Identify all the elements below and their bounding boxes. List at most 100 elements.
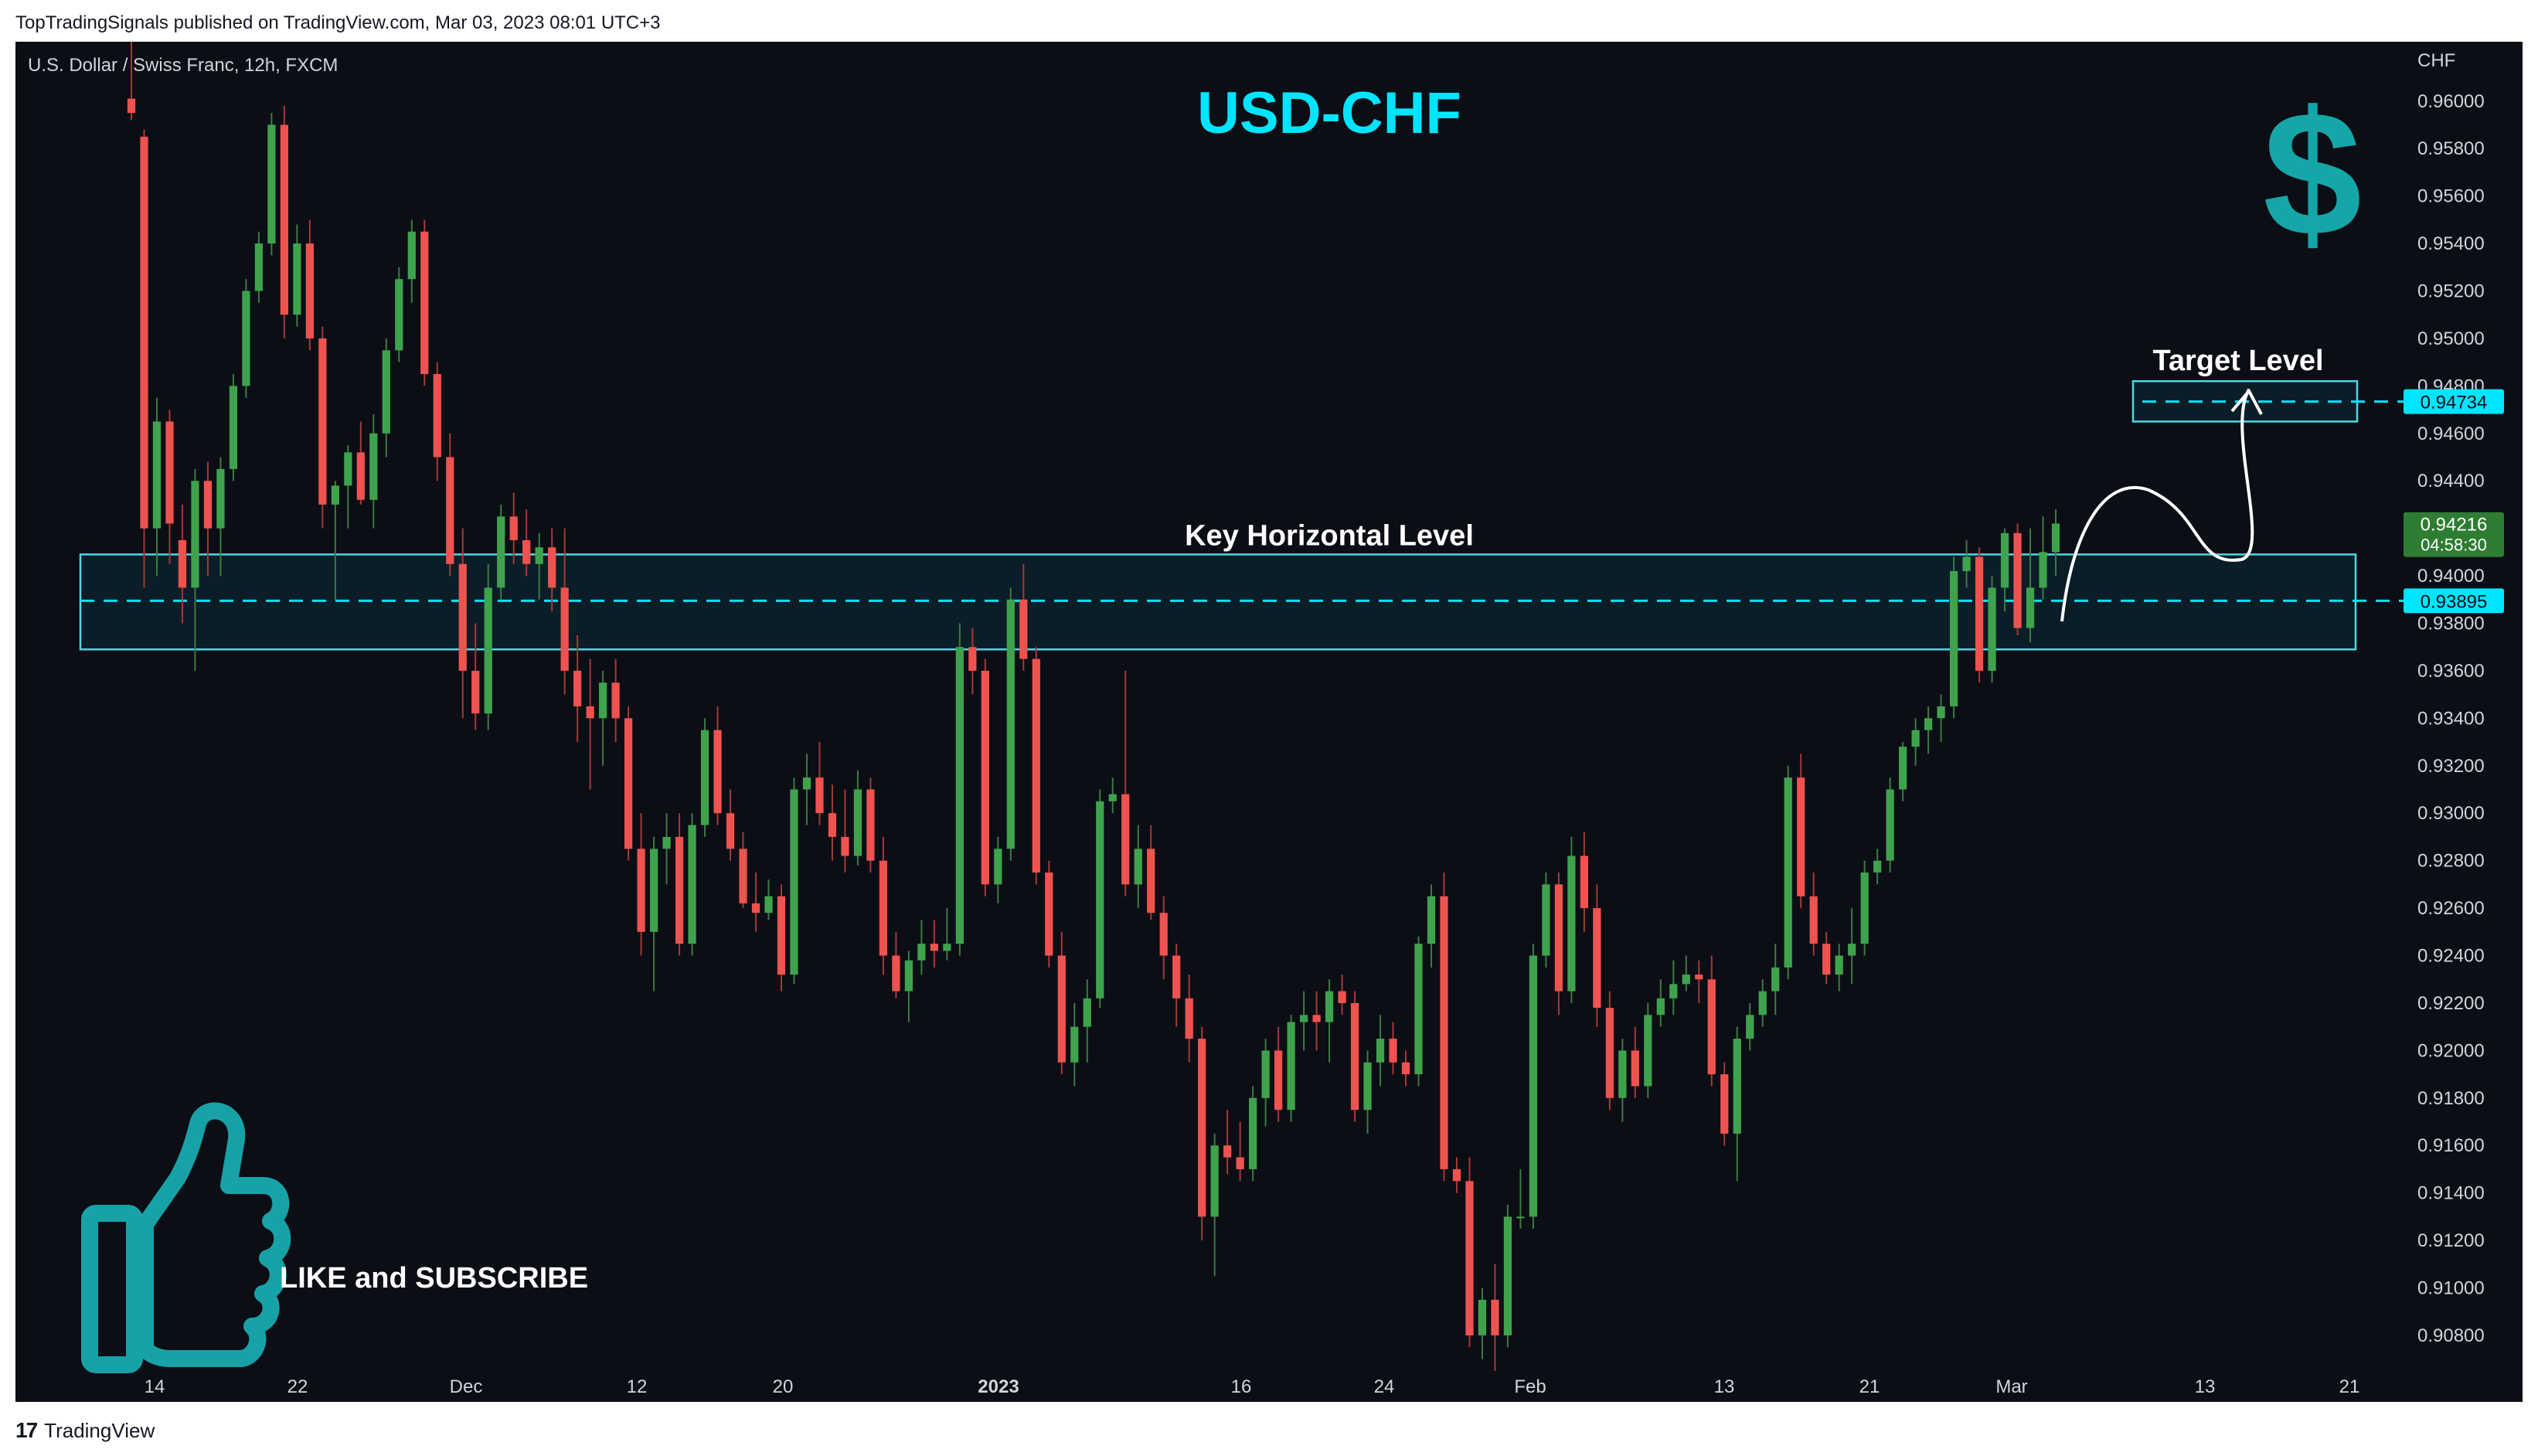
candle-up[interactable] bbox=[1427, 896, 1436, 944]
candle-up[interactable] bbox=[1988, 587, 1996, 671]
candle-up[interactable] bbox=[191, 481, 199, 588]
candle-down[interactable] bbox=[892, 955, 900, 992]
candle-up[interactable] bbox=[1682, 975, 1690, 985]
candle-down[interactable] bbox=[560, 587, 569, 671]
candle-up[interactable] bbox=[395, 279, 403, 351]
candle-down[interactable] bbox=[879, 860, 888, 956]
candle-up[interactable] bbox=[1669, 984, 1678, 998]
candle-down[interactable] bbox=[1185, 998, 1193, 1039]
candle-up[interactable] bbox=[1937, 706, 1945, 719]
candle-up[interactable] bbox=[700, 730, 709, 825]
candle-down[interactable] bbox=[726, 813, 735, 849]
candle-down[interactable] bbox=[586, 706, 594, 719]
candle-up[interactable] bbox=[1287, 1022, 1295, 1111]
candle-down[interactable] bbox=[1797, 777, 1805, 896]
candle-down[interactable] bbox=[1045, 873, 1053, 956]
tradingview-logo[interactable]: 17 TradingView bbox=[15, 1418, 155, 1442]
candle-up[interactable] bbox=[2051, 523, 2060, 553]
candle-down[interactable] bbox=[1057, 955, 1066, 1063]
time-axis[interactable]: 14 22 Dec 12 20 2023 16 24 Feb 13 21 Mar 13 21 bbox=[145, 1376, 2360, 1397]
candle-up[interactable] bbox=[407, 231, 416, 280]
candle-up[interactable] bbox=[1414, 944, 1423, 1075]
candle-up[interactable] bbox=[1006, 599, 1015, 849]
candle-down[interactable] bbox=[548, 547, 556, 588]
candle-down[interactable] bbox=[1822, 944, 1831, 975]
candle-up[interactable] bbox=[994, 849, 1002, 885]
candle-down[interactable] bbox=[305, 243, 314, 338]
candle-up[interactable] bbox=[1873, 860, 1882, 873]
candle-up[interactable] bbox=[344, 452, 352, 486]
candle-up[interactable] bbox=[1848, 944, 1856, 956]
candle-down[interactable] bbox=[509, 516, 518, 540]
candle-up[interactable] bbox=[1962, 556, 1971, 571]
candle-up[interactable] bbox=[1784, 777, 1792, 968]
candle-down[interactable] bbox=[777, 896, 786, 975]
candle-down[interactable] bbox=[637, 849, 645, 932]
candle-up[interactable] bbox=[1886, 789, 1894, 861]
candle-up[interactable] bbox=[1567, 856, 1576, 992]
candle-down[interactable] bbox=[1198, 1039, 1206, 1217]
candle-up[interactable] bbox=[802, 777, 811, 790]
candle-down[interactable] bbox=[127, 98, 136, 114]
candle-up[interactable] bbox=[1771, 967, 1780, 992]
candle-up[interactable] bbox=[1860, 873, 1869, 944]
candle-up[interactable] bbox=[229, 386, 238, 469]
candle-up[interactable] bbox=[1376, 1039, 1385, 1063]
candle-up[interactable] bbox=[1899, 747, 1907, 790]
candle-up[interactable] bbox=[1325, 991, 1334, 1022]
candle-down[interactable] bbox=[981, 670, 989, 885]
candle-down[interactable] bbox=[178, 540, 187, 588]
candle-up[interactable] bbox=[1478, 1299, 1487, 1335]
candle-down[interactable] bbox=[1452, 1169, 1461, 1182]
candle-down[interactable] bbox=[1975, 556, 1984, 671]
candle-up[interactable] bbox=[497, 516, 505, 588]
candle-up[interactable] bbox=[484, 587, 492, 714]
candle-down[interactable] bbox=[318, 338, 327, 505]
candle-down[interactable] bbox=[1019, 599, 1028, 659]
candle-up[interactable] bbox=[254, 243, 264, 291]
candle-down[interactable] bbox=[1605, 1008, 1614, 1098]
candle-up[interactable] bbox=[662, 836, 671, 849]
candle-up[interactable] bbox=[1134, 849, 1142, 885]
candle-down[interactable] bbox=[165, 421, 174, 524]
candle-down[interactable] bbox=[1350, 1002, 1359, 1111]
candle-down[interactable] bbox=[866, 789, 875, 861]
candle-up[interactable] bbox=[1733, 1039, 1741, 1134]
candle-down[interactable] bbox=[280, 124, 288, 315]
candle-up[interactable] bbox=[853, 789, 862, 856]
candle-up[interactable] bbox=[293, 243, 301, 315]
candle-down[interactable] bbox=[1491, 1299, 1499, 1335]
candle-up[interactable] bbox=[1210, 1145, 1219, 1217]
candle-down[interactable] bbox=[458, 563, 467, 671]
candle-down[interactable] bbox=[1695, 975, 1703, 980]
candle-up[interactable] bbox=[1746, 1015, 1754, 1039]
candle-down[interactable] bbox=[1465, 1181, 1474, 1335]
candle-up[interactable] bbox=[2039, 552, 2047, 588]
candle-up[interactable] bbox=[1096, 801, 1104, 998]
candle-down[interactable] bbox=[573, 670, 582, 706]
candle-up[interactable] bbox=[1363, 1062, 1372, 1111]
candle-up[interactable] bbox=[535, 547, 543, 564]
candle-down[interactable] bbox=[751, 903, 760, 913]
candle-down[interactable] bbox=[420, 231, 429, 374]
candle-down[interactable] bbox=[522, 540, 531, 564]
candle-down[interactable] bbox=[675, 836, 684, 944]
candle-up[interactable] bbox=[1924, 718, 1933, 730]
candle-up[interactable] bbox=[764, 896, 773, 913]
candle-down[interactable] bbox=[1274, 1050, 1283, 1111]
candle-down[interactable] bbox=[1389, 1039, 1397, 1063]
candle-down[interactable] bbox=[1580, 856, 1588, 909]
candle-up[interactable] bbox=[917, 944, 926, 961]
candle-up[interactable] bbox=[955, 647, 964, 944]
candle-down[interactable] bbox=[1223, 1145, 1232, 1158]
candle-up[interactable] bbox=[1644, 1015, 1652, 1087]
candle-down[interactable] bbox=[203, 481, 213, 529]
candle-down[interactable] bbox=[1312, 1015, 1321, 1022]
candle-down[interactable] bbox=[1032, 658, 1040, 873]
candle-up[interactable] bbox=[649, 849, 658, 932]
price-axis[interactable]: 0.96000 0.95800 0.95600 0.95400 0.95200 0.950… bbox=[2417, 91, 2485, 1346]
candle-down[interactable] bbox=[739, 849, 747, 903]
candle-up[interactable] bbox=[1529, 955, 1538, 1217]
candle-up[interactable] bbox=[331, 485, 339, 505]
candle-down[interactable] bbox=[713, 730, 722, 814]
